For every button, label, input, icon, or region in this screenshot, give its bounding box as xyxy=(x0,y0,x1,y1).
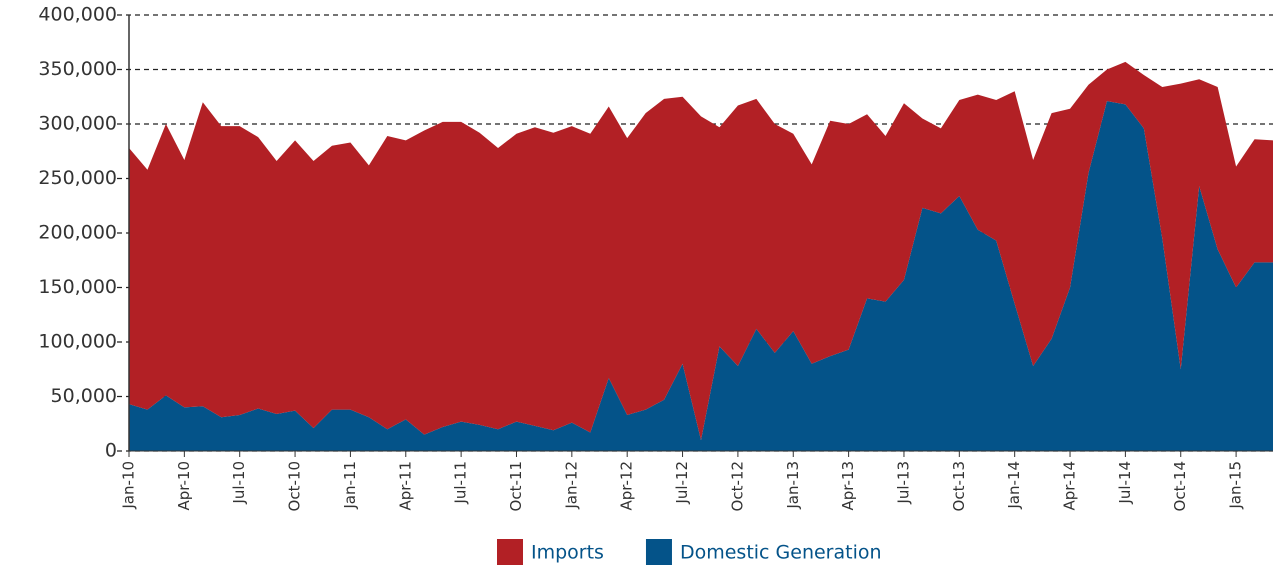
y-tick-label: 200,000 xyxy=(38,222,117,244)
y-tick-label: 50,000 xyxy=(51,385,117,407)
x-tick-label: Jul-12 xyxy=(673,461,691,505)
area xyxy=(129,101,1273,452)
y-tick-label: 300,000 xyxy=(38,113,117,135)
x-tick-label: Oct-12 xyxy=(728,461,746,511)
x-tick-label: Jan-12 xyxy=(562,461,580,510)
y-tick-label: 350,000 xyxy=(38,58,117,80)
x-tick-label: Jan-11 xyxy=(341,461,359,510)
x-tick-label: Jul-11 xyxy=(452,461,470,505)
x-tick-label: Apr-10 xyxy=(175,461,193,511)
x-tick-label: Apr-14 xyxy=(1061,461,1079,511)
legend-swatch xyxy=(645,539,672,565)
x-tick-label: Jan-14 xyxy=(1005,461,1023,510)
legend-label: Domestic Generation xyxy=(680,542,882,564)
y-tick-label: 150,000 xyxy=(38,276,117,298)
x-tick-label: Jan-15 xyxy=(1227,461,1245,510)
x-tick-label: Jan-13 xyxy=(784,461,802,510)
x-tick-label: Oct-13 xyxy=(950,461,968,511)
y-tick-label: 250,000 xyxy=(38,167,117,189)
x-tick-label: Apr-11 xyxy=(396,461,414,511)
x-tick-label: Jul-14 xyxy=(1116,461,1134,505)
x-tick-label: Jul-13 xyxy=(894,461,912,505)
x-tick-label: Jul-10 xyxy=(230,461,248,505)
legend-swatch xyxy=(497,539,523,565)
x-tick-label: Oct-10 xyxy=(286,461,304,511)
area xyxy=(129,61,1273,441)
x-tick-label: Apr-13 xyxy=(839,461,857,511)
legend-label: Imports xyxy=(531,542,604,564)
x-tick-label: Jan-10 xyxy=(120,461,138,510)
y-tick-label: 400,000 xyxy=(38,4,117,26)
x-tick-label: Oct-14 xyxy=(1171,461,1189,511)
x-tick-label: Oct-11 xyxy=(507,461,525,511)
y-tick-label: 0 xyxy=(105,440,117,462)
y-tick-label: 100,000 xyxy=(38,331,117,353)
x-tick-label: Apr-12 xyxy=(618,461,636,511)
